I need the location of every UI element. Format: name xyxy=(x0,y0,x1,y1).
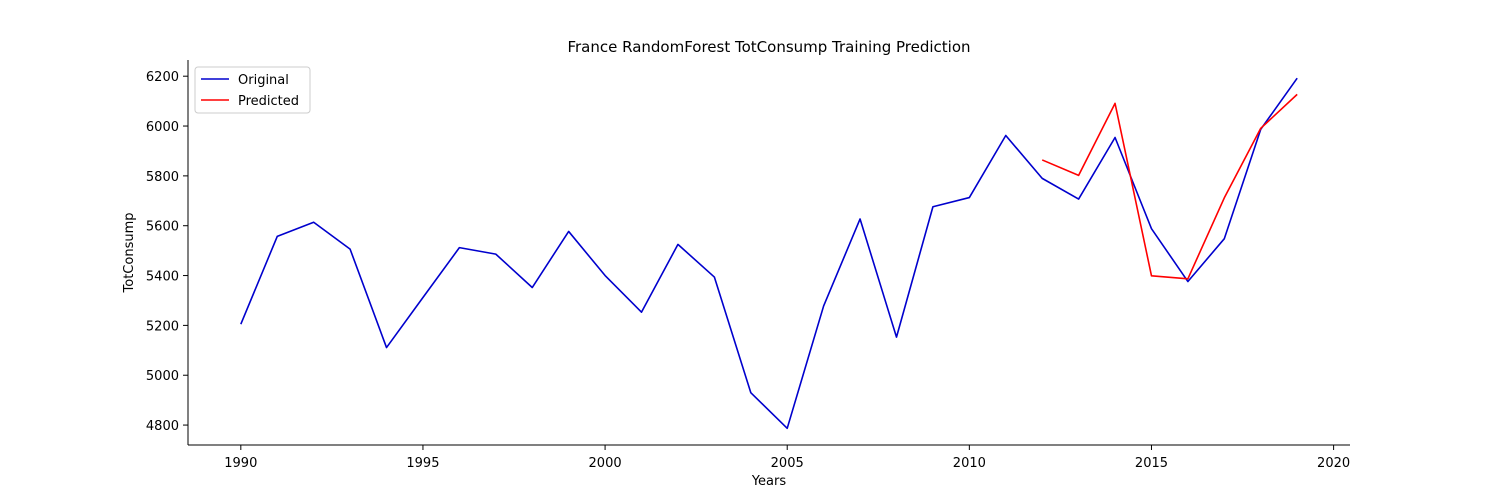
y-tick-label: 5800 xyxy=(146,170,179,185)
x-tick-label: 1990 xyxy=(224,456,257,471)
y-axis-label: TotConsump xyxy=(122,213,137,294)
x-tick-label: 1995 xyxy=(406,456,439,471)
x-tick-label: 2010 xyxy=(953,456,986,471)
y-tick-label: 5000 xyxy=(146,369,179,384)
axes xyxy=(187,60,1350,446)
y-tick-label: 5600 xyxy=(146,220,179,235)
x-ticks: 1990 1995 2000 2005 2010 2015 2020 xyxy=(224,445,1350,471)
x-tick-label: 2000 xyxy=(589,456,622,471)
y-tick-label: 6200 xyxy=(146,70,179,85)
y-ticks: 4800 5000 5200 5400 5600 5800 6000 6200 xyxy=(146,70,188,434)
x-tick-label: 2005 xyxy=(771,456,804,471)
legend: Original Predicted xyxy=(194,66,311,114)
series-line-original xyxy=(240,77,1298,430)
y-tick-label: 4800 xyxy=(146,419,179,434)
legend-label-predicted: Predicted xyxy=(238,94,299,109)
x-tick-label: 2015 xyxy=(1135,456,1168,471)
y-tick-label: 5400 xyxy=(146,270,179,285)
x-tick-label: 2020 xyxy=(1317,456,1350,471)
x-axis-label: Years xyxy=(751,474,787,489)
series-line-predicted xyxy=(1041,93,1298,280)
legend-label-original: Original xyxy=(238,73,289,88)
series-lines xyxy=(240,77,1298,430)
y-tick-label: 6000 xyxy=(146,120,179,135)
y-tick-label: 5200 xyxy=(146,319,179,334)
chart-title: France RandomForest TotConsump Training … xyxy=(567,38,970,56)
